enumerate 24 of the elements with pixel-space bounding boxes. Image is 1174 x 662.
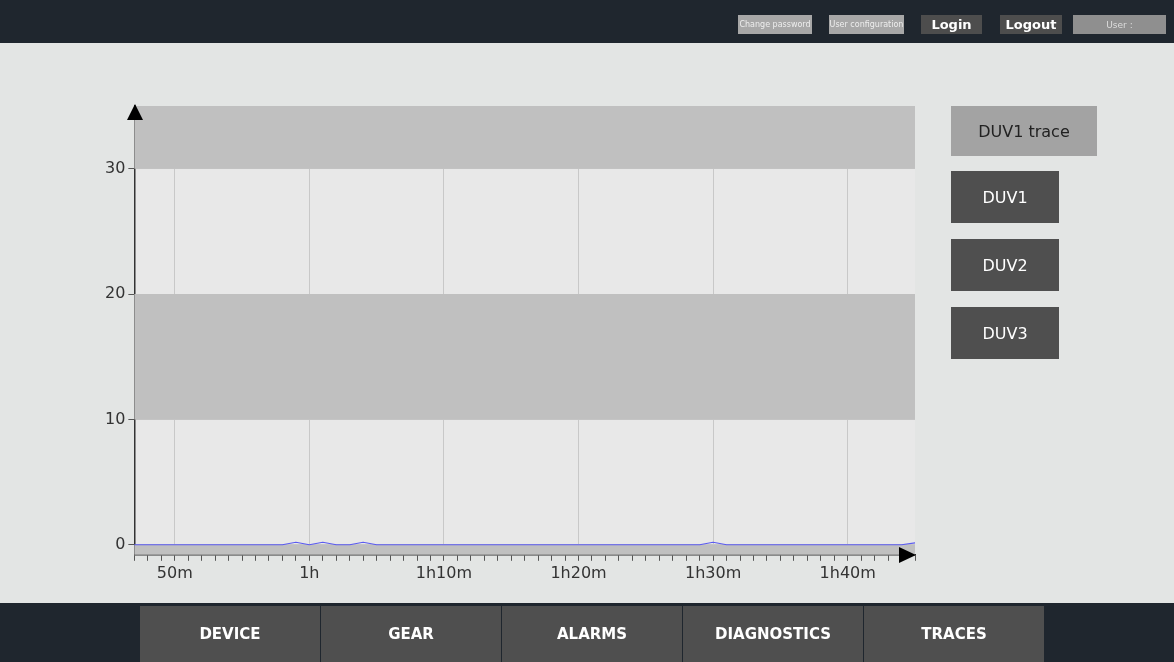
text: GEAR xyxy=(321,606,501,662)
x-tick-label: 1h40m xyxy=(819,562,876,582)
text: DEVICE xyxy=(140,606,320,662)
y-tick-label: 30 xyxy=(105,157,126,177)
x-tick-label: 1h20m xyxy=(550,562,607,582)
text: DUV2 xyxy=(951,239,1059,291)
x-tick-label: 1h xyxy=(299,562,320,582)
text: DUV1 trace xyxy=(951,106,1097,156)
text: ALARMS xyxy=(502,606,682,662)
text: TRACES xyxy=(864,606,1044,662)
x-tick-label: 1h30m xyxy=(684,562,742,582)
y-tick-label: 0 xyxy=(115,533,126,553)
text: DUV1 xyxy=(951,171,1059,223)
text: User : xyxy=(1073,15,1166,34)
text: Change password xyxy=(738,15,812,34)
text: DIAGNOSTICS xyxy=(683,606,863,662)
text: Logout xyxy=(1000,15,1062,34)
y-tick-label: 10 xyxy=(105,408,126,428)
text: User configuration xyxy=(829,15,904,34)
y-tick-label: 20 xyxy=(105,283,126,303)
x-tick-label: 50m xyxy=(156,562,193,582)
text: DUV3 xyxy=(951,307,1059,359)
text: Login xyxy=(921,15,982,34)
x-tick-label: 1h10m xyxy=(415,562,473,582)
